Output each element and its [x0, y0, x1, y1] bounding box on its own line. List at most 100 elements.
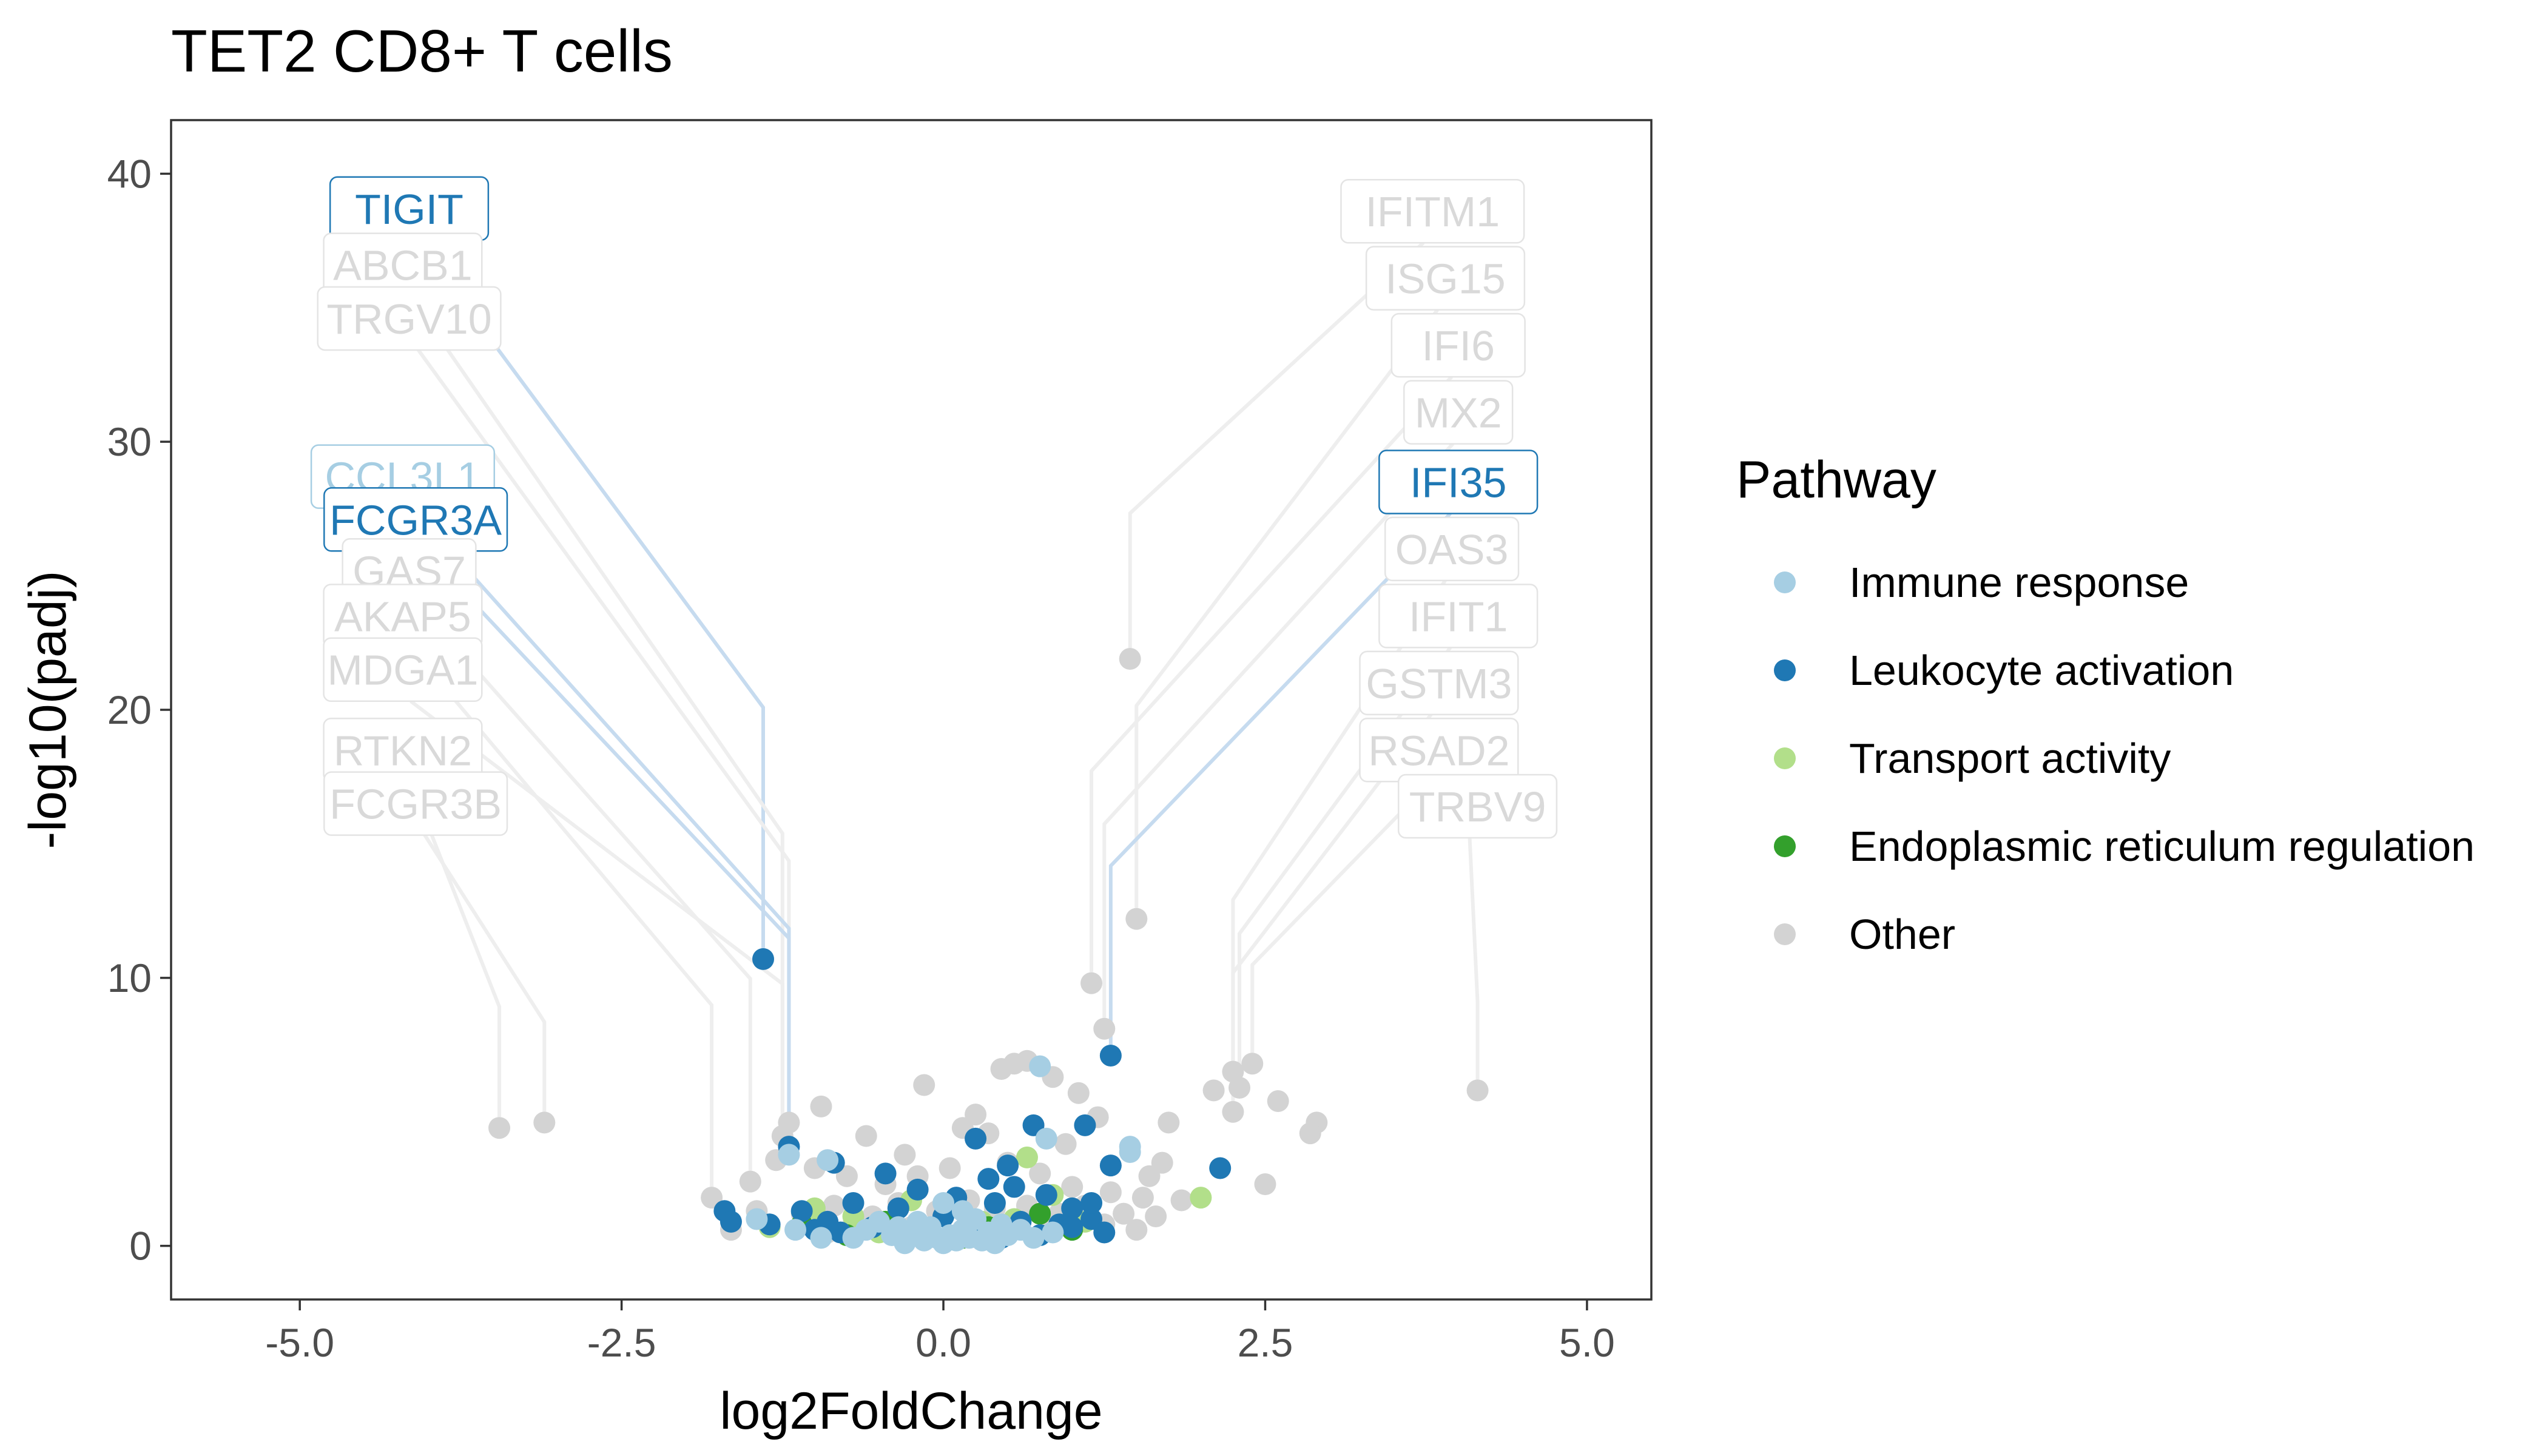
point-immune-response	[983, 1232, 1006, 1255]
x-tick-label: 0.0	[915, 1320, 971, 1365]
connector-akap5	[409, 646, 714, 1187]
point-leukocyte-activation	[997, 1154, 1019, 1177]
point-other	[1119, 648, 1141, 670]
point-leukocyte-activation	[1003, 1176, 1025, 1198]
gene-label-oas3: OAS3	[1395, 526, 1509, 573]
chart-title: TET2 CD8+ T cells	[171, 18, 673, 84]
y-axis-title: -log10(padj)	[19, 571, 77, 849]
connector-gas7	[414, 601, 752, 1171]
point-other	[855, 1125, 877, 1147]
gene-label-ifitm1: IFITM1	[1365, 188, 1500, 235]
point-other	[1099, 1181, 1122, 1204]
point-other	[1145, 1205, 1167, 1228]
legend-label-leukocyte-activation: Leukocyte activation	[1849, 647, 2234, 694]
point-other	[913, 1074, 935, 1096]
point-other	[1202, 1079, 1225, 1102]
label-box-ifi35	[1378, 450, 1539, 514]
point-leukocyte-activation	[1061, 1197, 1084, 1219]
connector-fcgr3a	[423, 550, 791, 1136]
point-immune-response	[1029, 1055, 1051, 1077]
gene-label-isg15: ISG15	[1385, 255, 1505, 303]
point-immune-response	[1035, 1127, 1057, 1150]
point-leukocyte-activation	[977, 1168, 1000, 1190]
point-other	[1151, 1151, 1173, 1174]
gene-label-rtkn2: RTKN2	[334, 727, 472, 774]
point-other	[1254, 1173, 1276, 1196]
legend-title: Pathway	[1736, 451, 1936, 509]
point-immune-response	[810, 1227, 832, 1249]
connector-ifi35	[1108, 512, 1452, 1045]
label-box-mdga1	[323, 637, 483, 702]
point-leukocyte-activation	[965, 1127, 987, 1150]
x-axis-title: log2FoldChange	[720, 1382, 1102, 1440]
connector-ifi6	[1090, 376, 1453, 972]
point-other	[1222, 1100, 1244, 1123]
label-box-trgv10	[317, 286, 502, 351]
point-immune-response	[951, 1200, 974, 1222]
point-other	[1093, 1017, 1116, 1040]
gene-label-abcb1: ABCB1	[333, 242, 473, 289]
connector-mx2	[1102, 442, 1455, 1018]
point-immune-response	[746, 1208, 768, 1230]
point-immune-response	[1042, 1221, 1064, 1244]
point-other	[1080, 972, 1103, 994]
y-tick-label: 40	[107, 151, 152, 196]
gene-label-mx2: MX2	[1415, 389, 1502, 437]
point-leukocyte-activation	[1061, 1216, 1084, 1238]
point-other	[1158, 1111, 1180, 1134]
point-immune-response	[932, 1191, 955, 1214]
point-leukocyte-activation	[790, 1200, 813, 1222]
point-immune-response	[784, 1219, 807, 1241]
point-other	[1125, 1219, 1148, 1241]
point-immune-response	[842, 1227, 864, 1249]
point-immune-response	[868, 1210, 890, 1233]
point-other	[1241, 1053, 1264, 1075]
point-immune-response	[778, 1144, 800, 1166]
point-endoplasmic-reticulum-regulation	[1029, 1202, 1051, 1225]
point-other	[1267, 1090, 1289, 1113]
x-tick-label: 2.5	[1238, 1320, 1293, 1365]
connector-fcgr3b	[423, 834, 547, 1112]
point-other	[1054, 1133, 1077, 1155]
point-immune-response	[1119, 1141, 1141, 1163]
point-leukocyte-activation	[874, 1162, 897, 1185]
label-box-oas3	[1384, 516, 1520, 582]
axes: -5.0 -2.5 0.0 2.5 5.0 0 10 20 30 40	[107, 151, 1615, 1365]
point-leukocyte-activation	[1080, 1191, 1103, 1214]
connector-rsad2	[1250, 780, 1433, 1053]
label-box-ifitm1	[1340, 178, 1525, 244]
data-points	[488, 648, 1489, 1255]
point-leukocyte-activation	[906, 1178, 929, 1201]
point-leukocyte-activation	[887, 1197, 909, 1219]
point-other	[1299, 1122, 1321, 1145]
y-tick-label: 0	[129, 1224, 152, 1269]
gene-label-ifi35: IFI35	[1410, 459, 1507, 506]
label-box-ifi6	[1390, 312, 1526, 378]
gene-label-trbv9: TRBV9	[1409, 783, 1546, 831]
legend-swatch-endoplasmic-reticulum-regulation	[1774, 835, 1796, 857]
label-box-mx2	[1403, 380, 1514, 445]
x-tick-label: -5.0	[265, 1320, 334, 1365]
gene-label-rsad2: RSAD2	[1368, 727, 1509, 774]
point-other	[1113, 1202, 1135, 1225]
label-box-gstm3	[1359, 650, 1519, 716]
gene-label-fcgr3a: FCGR3A	[329, 496, 502, 544]
point-leukocyte-activation	[720, 1210, 742, 1233]
gene-label-gstm3: GSTM3	[1366, 660, 1512, 707]
legend: Pathway Immune response Leukocyte activat…	[1736, 451, 2475, 958]
point-immune-response	[894, 1232, 916, 1255]
point-leukocyte-activation	[1035, 1184, 1057, 1206]
point-other	[1466, 1079, 1489, 1102]
point-other	[894, 1144, 916, 1166]
legend-label-endoplasmic-reticulum-regulation: Endoplasmic reticulum regulation	[1849, 823, 2475, 870]
point-leukocyte-activation	[983, 1191, 1006, 1214]
point-leukocyte-activation	[842, 1191, 864, 1214]
point-transport-activity	[1190, 1187, 1212, 1209]
point-other	[1228, 1076, 1251, 1099]
legend-swatch-transport-activity	[1774, 747, 1796, 769]
point-other	[1029, 1162, 1051, 1185]
x-tick-label: -2.5	[587, 1320, 656, 1365]
label-box-fcgr3b	[323, 771, 508, 836]
gene-label-ifi6: IFI6	[1421, 322, 1495, 369]
